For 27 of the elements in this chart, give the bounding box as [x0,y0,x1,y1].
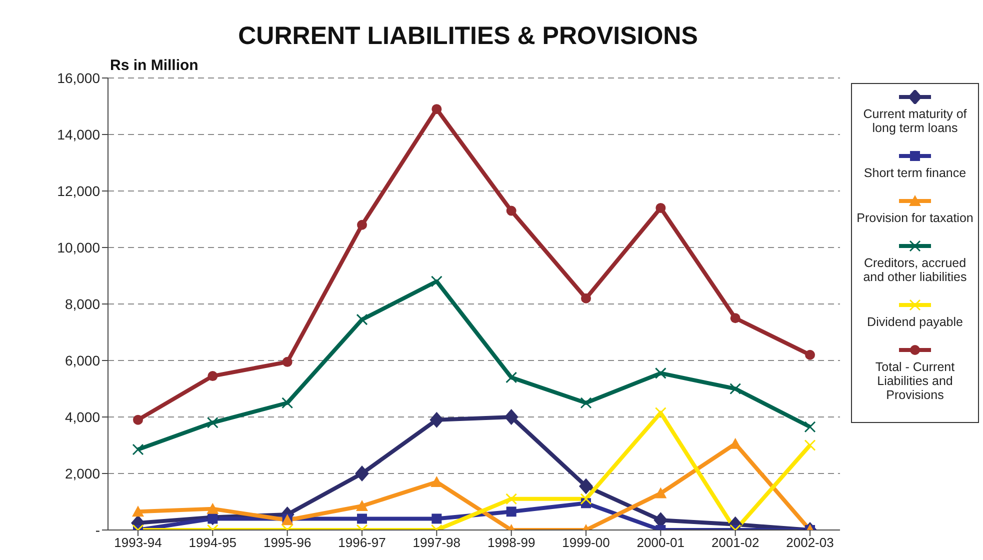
y-tick-label: 14,000 [57,126,100,142]
x-tick-label: 1997-98 [412,535,461,550]
y-tick-label: 2,000 [64,465,100,482]
y-tick-label: 8,000 [64,296,100,312]
chart-title: CURRENT LIABILITIES & PROVISIONS [237,22,699,51]
x-tick-label: 1993-94 [114,535,162,550]
x-tick-label: 1999-00 [562,535,610,550]
legend-label: Creditors, accrued and other liabilities [862,256,968,284]
x-tick-label: 1996-97 [338,535,386,550]
x-tick-label: 2002-03 [786,535,834,550]
y-tick-label: - [95,522,100,538]
x-tick-label: 2001-02 [711,535,760,550]
x-tick-label: 1995-96 [263,535,312,550]
y-tick-label: 6,000 [64,352,100,368]
y-axis-title: Rs in Million [110,57,198,74]
x-tick-label: 1994-95 [188,535,237,550]
legend-label: Dividend payable [866,315,964,329]
y-tick-label: 16,000 [57,70,100,86]
legend-label: Short term finance [862,166,968,180]
legend-label: Current maturity of long term loans [862,107,968,135]
y-tick-label: 4,000 [64,408,100,425]
legend-label: Provision for taxation [856,211,974,225]
legend-label: Total - Current Liabilities and Provisions [874,360,956,402]
y-tick-label: 10,000 [57,239,100,256]
x-tick-label: 2000-01 [636,535,685,550]
x-tick-label: 1998-99 [487,535,536,550]
y-tick-label: 12,000 [57,182,100,199]
